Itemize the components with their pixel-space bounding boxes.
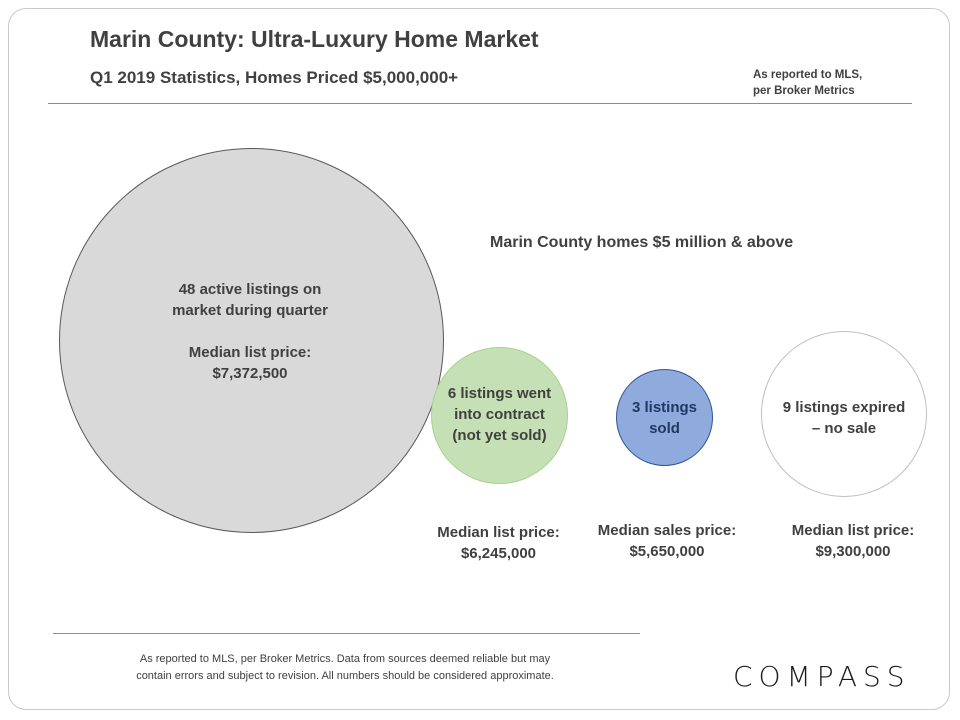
bubble-active-price: $7,372,500 bbox=[212, 365, 288, 382]
bubble-active-label: 48 active listings on market during quar… bbox=[130, 279, 370, 384]
bubble-expired-label: 9 listings expired – no sale bbox=[761, 397, 927, 439]
caption-contract-label: Median list price: bbox=[437, 524, 560, 541]
caption-contract: Median list price: $6,245,000 bbox=[416, 522, 581, 564]
bubble-in-contract bbox=[431, 347, 568, 484]
bubble-sold-line-1: 3 listings bbox=[631, 399, 698, 416]
caption-contract-price: $6,245,000 bbox=[460, 545, 537, 562]
footer-divider bbox=[53, 633, 640, 634]
page-subtitle: Q1 2019 Statistics, Homes Priced $5,000,… bbox=[90, 68, 459, 87]
chart-annotation: Marin County homes $5 million & above bbox=[490, 234, 794, 251]
bubble-sold-line-2: sold bbox=[649, 420, 680, 437]
bubble-contract-label: 6 listings went into contract (not yet s… bbox=[431, 383, 568, 446]
bubble-contract-line-2: into contract bbox=[454, 406, 545, 423]
caption-expired: Median list price: $9,300,000 bbox=[773, 520, 933, 562]
bubble-active-listings bbox=[59, 148, 444, 533]
footnote-line-1: As reported to MLS, per Broker Metrics. … bbox=[139, 653, 551, 665]
page-title: Marin County: Ultra-Luxury Home Market bbox=[90, 26, 539, 52]
bubble-expired-line-2: – no sale bbox=[811, 420, 877, 437]
compass-logo: COMPASS bbox=[733, 660, 911, 693]
slide-frame bbox=[8, 8, 950, 710]
source-note-line-2: per Broker Metrics bbox=[753, 85, 855, 97]
caption-sold-price: $5,650,000 bbox=[629, 543, 705, 560]
caption-sold-label: Median sales price: bbox=[597, 522, 737, 539]
caption-sold: Median sales price: $5,650,000 bbox=[587, 520, 747, 562]
bubble-expired bbox=[761, 331, 927, 497]
bubble-contract-line-1: 6 listings went bbox=[447, 385, 552, 402]
bubble-active-price-label: Median list price: bbox=[188, 344, 312, 361]
caption-expired-label: Median list price: bbox=[791, 522, 915, 539]
source-note-top: As reported to MLS, per Broker Metrics bbox=[753, 67, 862, 99]
bubble-active-line-1: 48 active listings on bbox=[178, 281, 322, 298]
bubble-sold-label: 3 listings sold bbox=[616, 397, 713, 439]
footnote-line-2: contain errors and subject to revision. … bbox=[136, 670, 554, 682]
bubble-contract-line-3: (not yet sold) bbox=[452, 427, 547, 444]
header-divider bbox=[48, 103, 912, 104]
source-note-line-1: As reported to MLS, bbox=[753, 69, 863, 81]
bubble-active-line-2: market during quarter bbox=[172, 302, 328, 319]
caption-expired-price: $9,300,000 bbox=[815, 543, 891, 560]
bubble-expired-line-1: 9 listings expired bbox=[782, 399, 906, 416]
bubble-sold bbox=[616, 369, 713, 466]
footnote: As reported to MLS, per Broker Metrics. … bbox=[95, 651, 595, 685]
